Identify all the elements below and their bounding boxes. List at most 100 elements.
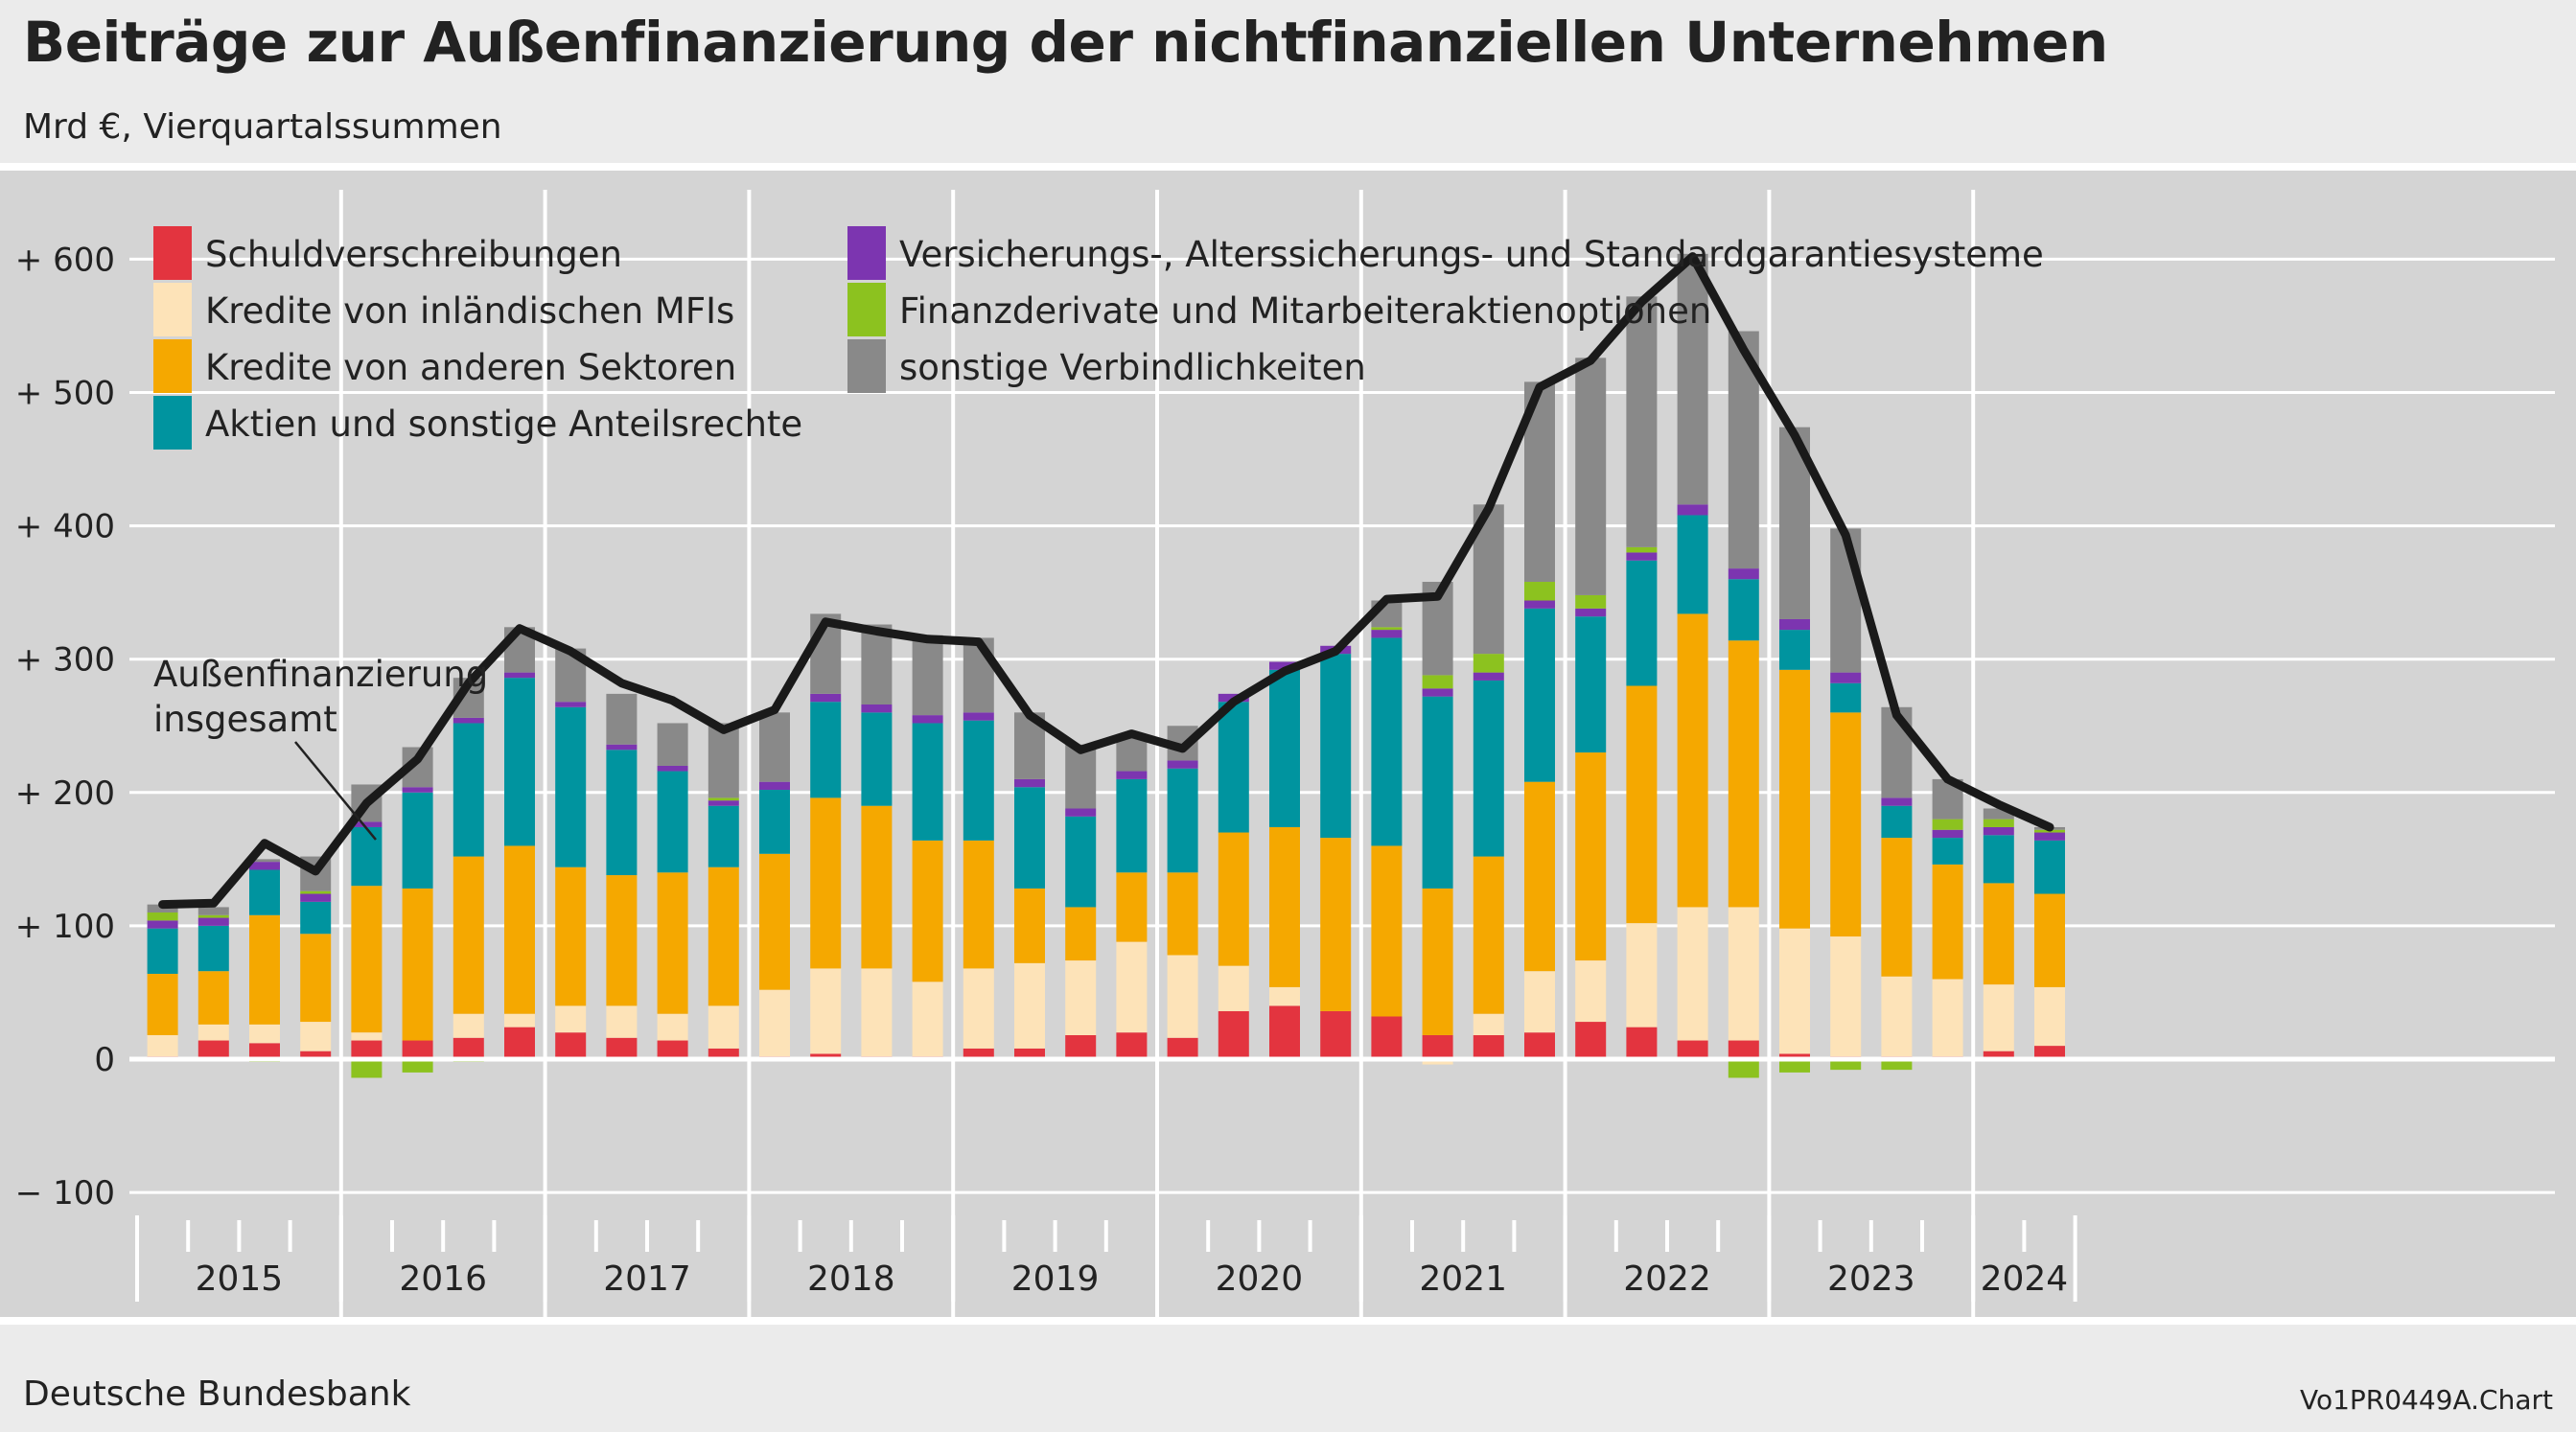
bar-segment <box>1575 752 1607 961</box>
bar-segment <box>810 693 842 703</box>
bar-segment <box>1320 1010 1352 1059</box>
bar-segment <box>657 771 688 873</box>
bar-segment <box>759 781 790 791</box>
bar-segment <box>759 989 790 1057</box>
bar-segment <box>197 907 229 915</box>
bar-segment <box>1626 1027 1658 1059</box>
bar-segment <box>1473 1034 1504 1059</box>
bar-segment <box>555 1005 587 1033</box>
bar-segment <box>1983 819 2014 827</box>
legend-swatch <box>847 226 886 280</box>
bar-segment <box>1830 682 1862 713</box>
bar-segment <box>606 744 638 751</box>
bar-segment <box>912 715 943 724</box>
bar-segment <box>1422 696 1453 889</box>
bar-segment <box>963 968 994 1049</box>
bar-segment <box>1677 253 1708 505</box>
bar-segment <box>1218 965 1249 1011</box>
grid <box>129 190 2555 1317</box>
bar-segment <box>1371 637 1403 846</box>
bar-segment <box>1371 627 1403 631</box>
y-tick-label: + 200 <box>15 774 115 813</box>
bar-segment <box>1014 962 1045 1049</box>
bar-segment <box>1881 976 1913 1057</box>
legend-label: sonstige Verbindlichkeiten <box>899 347 1366 388</box>
bar-segment <box>1830 672 1862 683</box>
bar-segment <box>708 1048 739 1059</box>
y-tick-label: + 100 <box>15 908 115 946</box>
legend-swatch <box>153 396 192 450</box>
bar-segment <box>249 914 280 1025</box>
y-tick-label: 0 <box>94 1041 115 1079</box>
bar-segment <box>1779 618 1810 631</box>
bar-segment <box>708 866 739 1006</box>
bar-segment <box>1167 760 1198 769</box>
bar-segment <box>861 968 893 1057</box>
bar-segment <box>1269 669 1300 827</box>
bar-segment <box>1218 1010 1249 1059</box>
bar-segment <box>1626 552 1658 561</box>
bar-segment <box>759 853 790 990</box>
x-year-label: 2020 <box>1216 1259 1304 1299</box>
bar-segment <box>1626 923 1658 1028</box>
bar-segment <box>2034 893 2065 987</box>
bar-segment <box>1779 1059 1810 1073</box>
bar-segment <box>912 840 943 982</box>
total-line <box>158 252 2054 910</box>
bar-segment <box>1371 845 1403 1017</box>
bar-segment <box>197 1024 229 1041</box>
bar-segment <box>1422 675 1453 689</box>
bar-segment <box>453 723 484 857</box>
legend-label: Kredite von anderen Sektoren <box>205 347 736 388</box>
bar-segment <box>504 678 535 846</box>
bar-segment <box>555 702 587 707</box>
bar-segment <box>351 1059 383 1078</box>
bar-segment <box>1626 546 1658 553</box>
bar-segment <box>197 917 229 926</box>
bar-segment <box>1116 1032 1148 1059</box>
legend: Schuldverschreibungen Kredite von inländi… <box>153 226 2044 450</box>
bar-segment <box>249 862 280 870</box>
annotation-line-2: insgesamt <box>153 699 337 740</box>
bar-segment <box>606 1037 638 1059</box>
bar-segment <box>1116 778 1148 873</box>
bar-segment <box>1422 888 1453 1035</box>
bar-segment <box>1371 630 1403 638</box>
bar-segment <box>351 826 383 887</box>
bar-segment <box>912 723 943 841</box>
bar-segment <box>963 712 994 721</box>
bar-segment <box>402 888 433 1041</box>
bar-segment <box>147 920 178 929</box>
bar-segment <box>504 1027 535 1059</box>
bar-segment <box>1983 808 2014 820</box>
bar-segment <box>197 1040 229 1059</box>
bar-segment <box>810 797 842 969</box>
x-year-label: 2015 <box>196 1259 284 1299</box>
bar-segment <box>1371 1016 1403 1059</box>
bar-segment <box>1575 1022 1607 1059</box>
y-tick-label: − 100 <box>15 1174 115 1213</box>
y-tick-label: + 400 <box>15 508 115 546</box>
bar-segment <box>1779 1053 1810 1059</box>
bar-segment <box>1269 661 1300 670</box>
chart-svg: − 100 0 + 100 + 200 + 300 + 400 + 500 + 600 201… <box>15 190 2555 1317</box>
chart-area: − 100 0 + 100 + 200 + 300 + 400 + 500 + 600 201… <box>0 171 2576 1317</box>
bar-segment <box>453 717 484 724</box>
y-axis: − 100 0 + 100 + 200 + 300 + 400 + 500 + 600 <box>15 241 115 1213</box>
bar-segment <box>1065 907 1097 961</box>
bar-segment <box>1983 984 2014 1051</box>
bar-segment <box>1677 515 1708 614</box>
bar-segment <box>912 635 943 716</box>
bar-segment <box>1677 613 1708 908</box>
bar-segment <box>1524 1032 1555 1059</box>
legend-label: Aktien und sonstige Anteilsrechte <box>205 404 802 445</box>
bar-segment <box>1116 736 1148 772</box>
legend-swatch <box>847 283 886 336</box>
x-year-label: 2021 <box>1419 1259 1507 1299</box>
x-year-label: 2022 <box>1623 1259 1711 1299</box>
bar-segment <box>1932 864 1963 980</box>
bar-segment <box>1677 1040 1708 1059</box>
x-year-label: 2018 <box>807 1259 895 1299</box>
x-year-label: 2024 <box>1981 1259 2069 1299</box>
